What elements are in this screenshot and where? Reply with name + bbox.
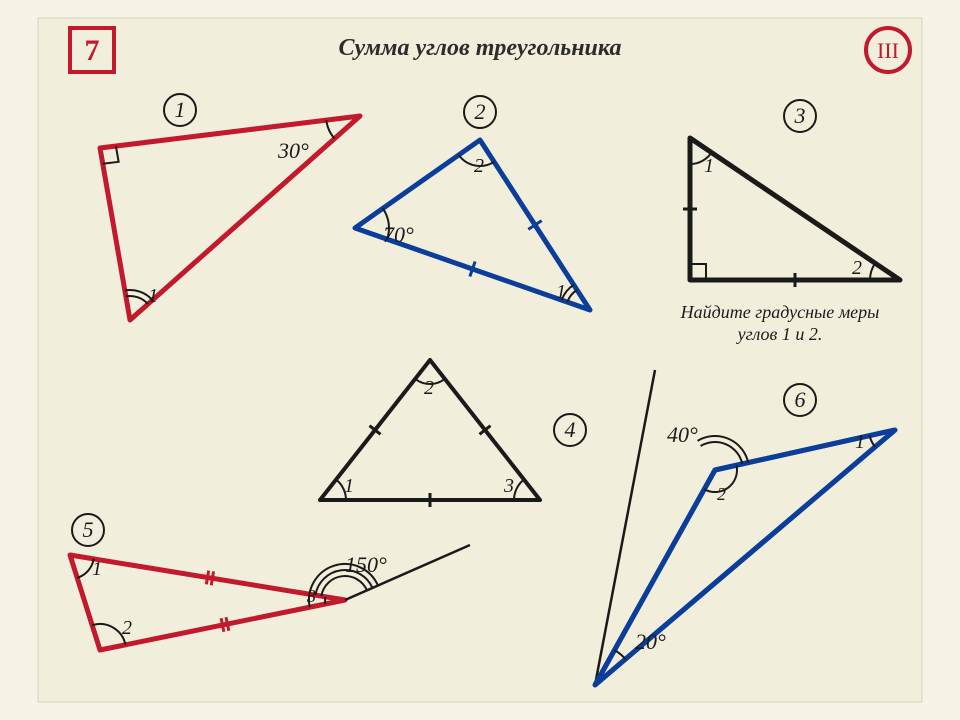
svg-text:40°: 40°	[667, 422, 698, 447]
svg-text:1: 1	[556, 281, 566, 303]
svg-text:3: 3	[794, 103, 806, 128]
svg-text:70°: 70°	[383, 222, 414, 247]
svg-text:1: 1	[92, 558, 102, 580]
svg-text:углов 1 и 2.: углов 1 и 2.	[736, 324, 823, 344]
svg-text:150°: 150°	[345, 552, 387, 577]
svg-text:2: 2	[475, 99, 486, 124]
svg-text:1: 1	[704, 155, 714, 177]
svg-text:1: 1	[175, 97, 186, 122]
svg-text:6: 6	[795, 387, 806, 412]
svg-text:III: III	[877, 38, 899, 63]
svg-text:30°: 30°	[277, 138, 309, 163]
svg-text:20°: 20°	[635, 629, 666, 654]
svg-text:1: 1	[344, 475, 354, 497]
svg-text:2: 2	[424, 377, 434, 399]
svg-text:4: 4	[565, 417, 576, 442]
svg-text:3: 3	[503, 475, 514, 497]
svg-text:2: 2	[852, 257, 862, 279]
svg-text:5: 5	[83, 517, 94, 542]
worksheet-canvas: 7 Сумма углов треугольника III 30° 1 1 70° 2 1 2 1…	[0, 0, 960, 720]
svg-text:2: 2	[717, 484, 726, 504]
svg-text:1: 1	[148, 285, 158, 307]
svg-text:2: 2	[122, 617, 132, 639]
svg-text:1: 1	[855, 431, 865, 453]
svg-text:Найдите градусные меры: Найдите градусные меры	[680, 302, 880, 322]
svg-text:2: 2	[474, 155, 484, 177]
page-title: Сумма углов треугольника	[339, 35, 622, 61]
svg-text:3: 3	[306, 586, 316, 606]
svg-text:7: 7	[85, 34, 100, 67]
